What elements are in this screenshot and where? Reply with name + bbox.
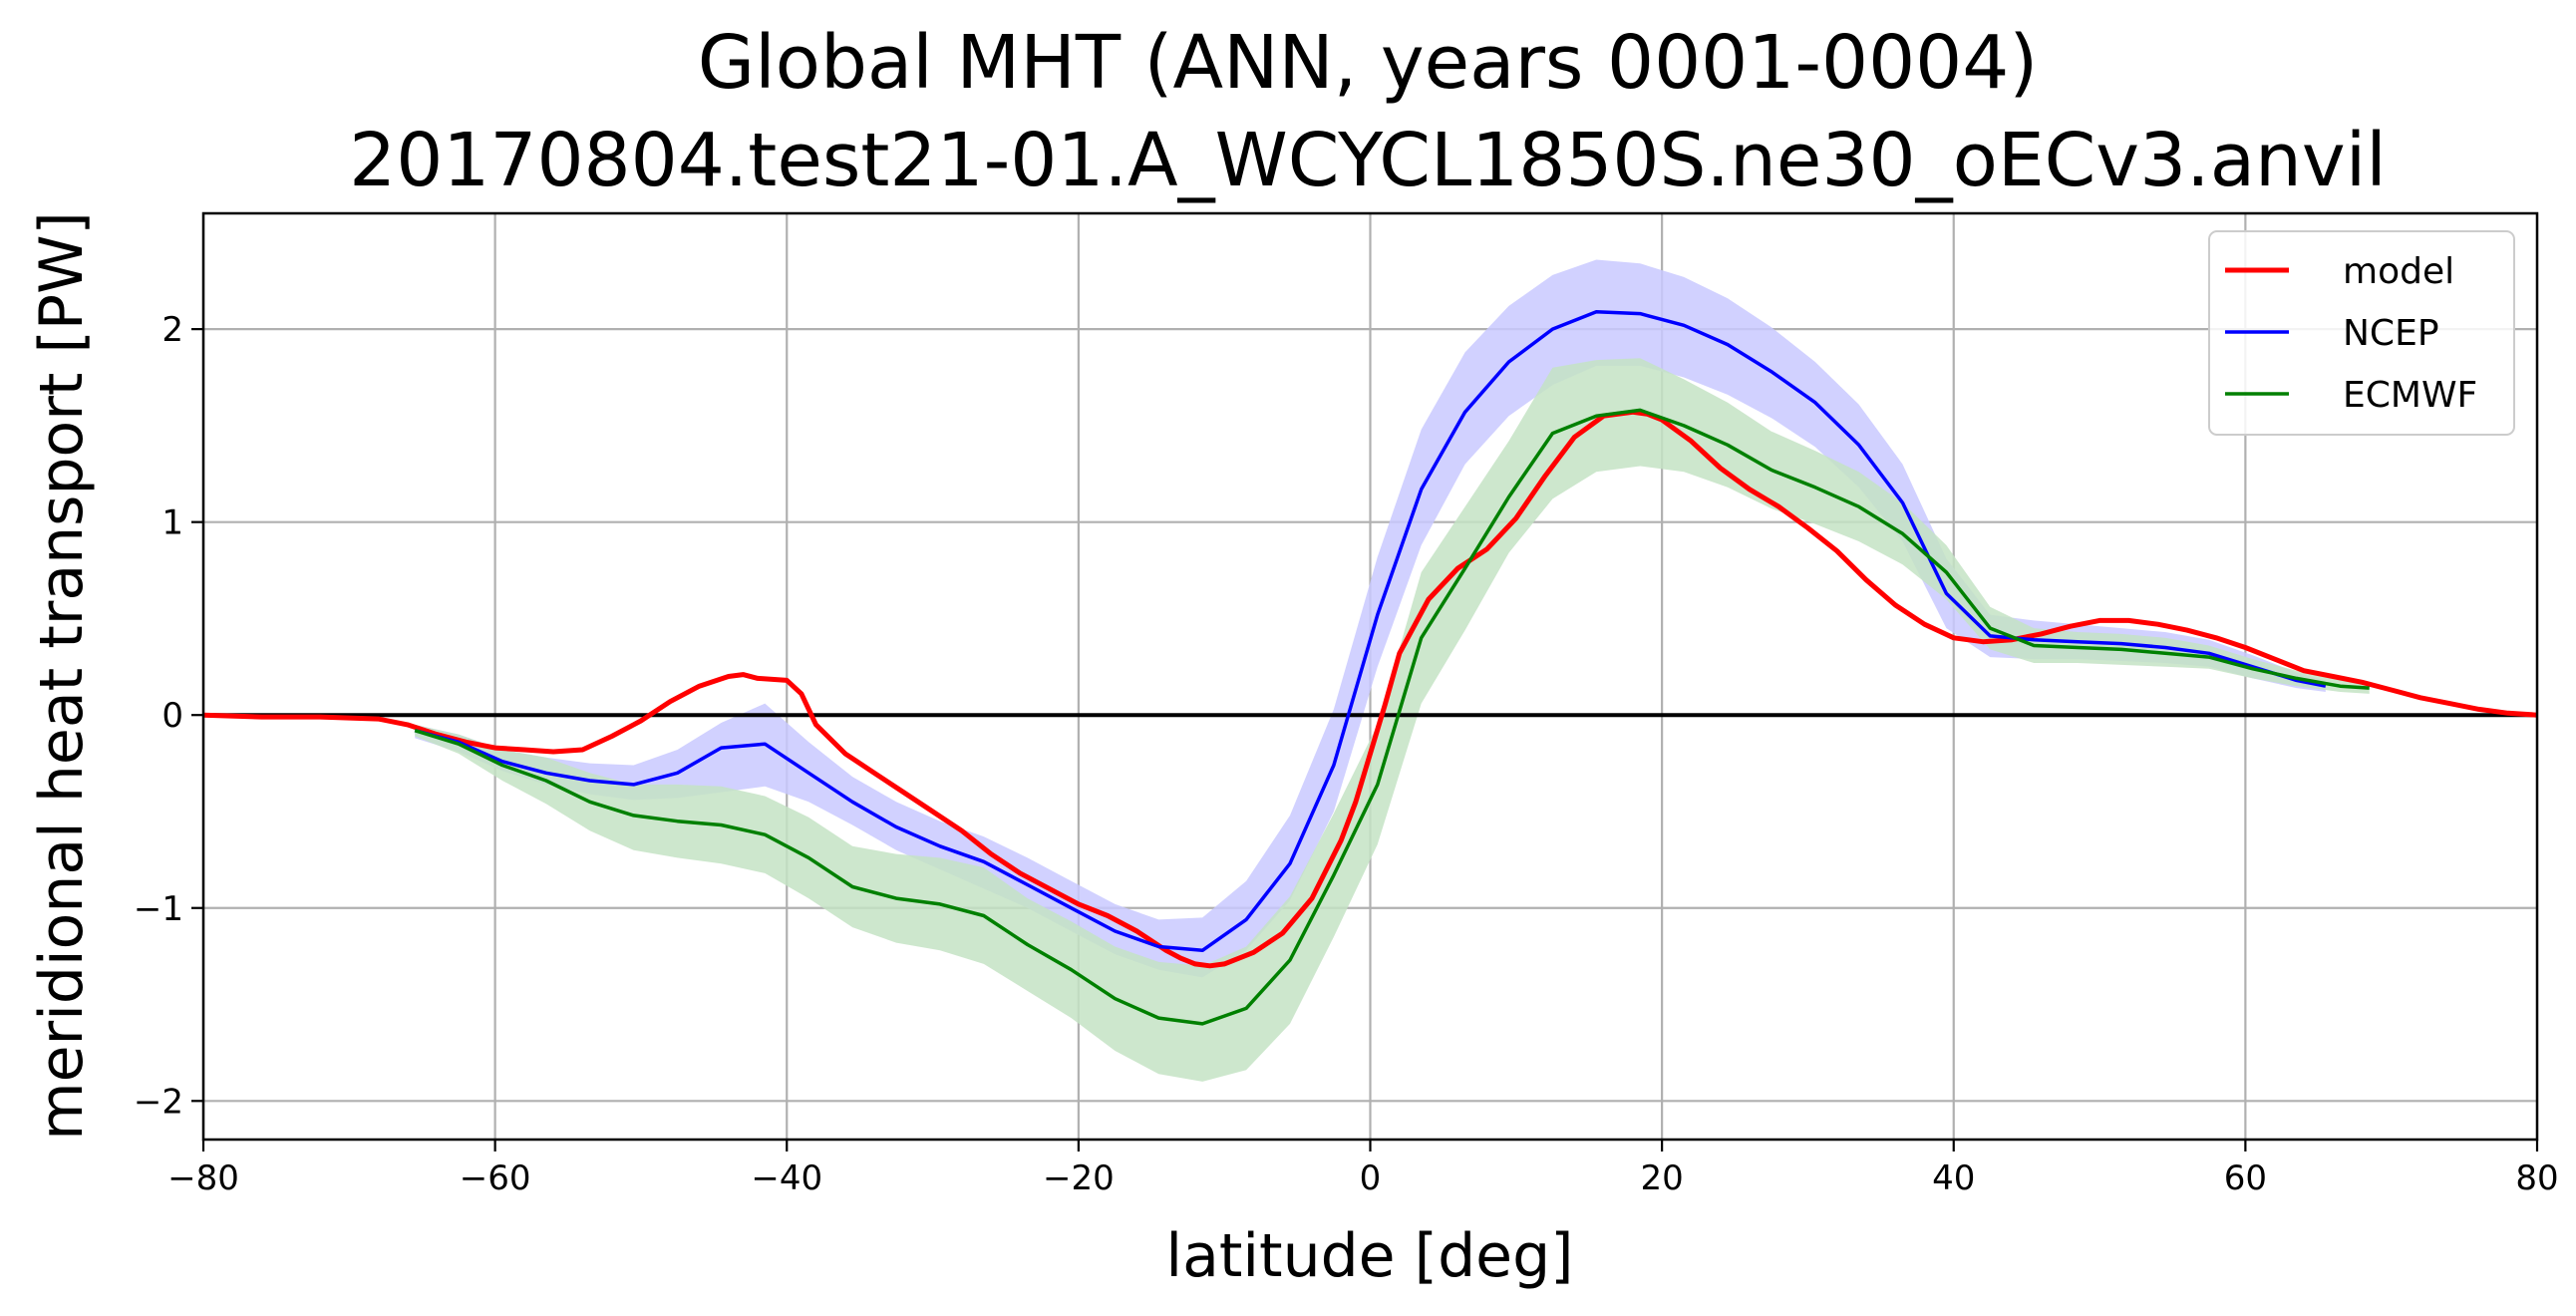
y-axis-label: meridional heat transport [PW] [27, 211, 97, 1141]
ncep-band [415, 259, 2326, 978]
x-tick-label: 60 [2224, 1158, 2267, 1198]
model-line [202, 409, 2538, 969]
x-tick-label: 40 [1932, 1158, 1975, 1198]
legend: model NCEP ECMWF [2208, 230, 2515, 436]
x-tick-label: −40 [751, 1158, 822, 1198]
axis-ticks: −80 −60 −40 −20 0 20 40 60 80 −2 −1 0 1 2 [134, 310, 2559, 1198]
y-tick-label: 2 [161, 310, 183, 350]
x-tick-label: 80 [2515, 1158, 2558, 1198]
x-tick-label: −20 [1043, 1158, 1115, 1198]
legend-box [2208, 230, 2515, 436]
legend-label-ncep: NCEP [2343, 313, 2439, 354]
y-tick-label: −1 [134, 889, 183, 929]
y-tick-label: −2 [134, 1082, 183, 1122]
x-tick-label: 0 [1360, 1158, 1382, 1198]
chart-title-line-1: Global MHT (ANN, years 0001-0004) [698, 20, 2038, 106]
legend-label-model: model [2343, 251, 2454, 292]
y-tick-label: 1 [161, 503, 183, 543]
series-lines [202, 309, 2538, 1026]
legend-label-ecmwf: ECMWF [2343, 375, 2477, 416]
x-tick-label: −80 [167, 1158, 239, 1198]
ecmwf-line [414, 408, 2370, 1026]
chart-title-line-2: 20170804.test21-01.A_WCYCL1850S.ne30_oEC… [349, 118, 2387, 203]
x-axis-label: latitude [deg] [1165, 1221, 1573, 1291]
x-tick-label: 20 [1640, 1158, 1683, 1198]
x-tick-label: −60 [460, 1158, 531, 1198]
y-tick-label: 0 [161, 696, 183, 736]
